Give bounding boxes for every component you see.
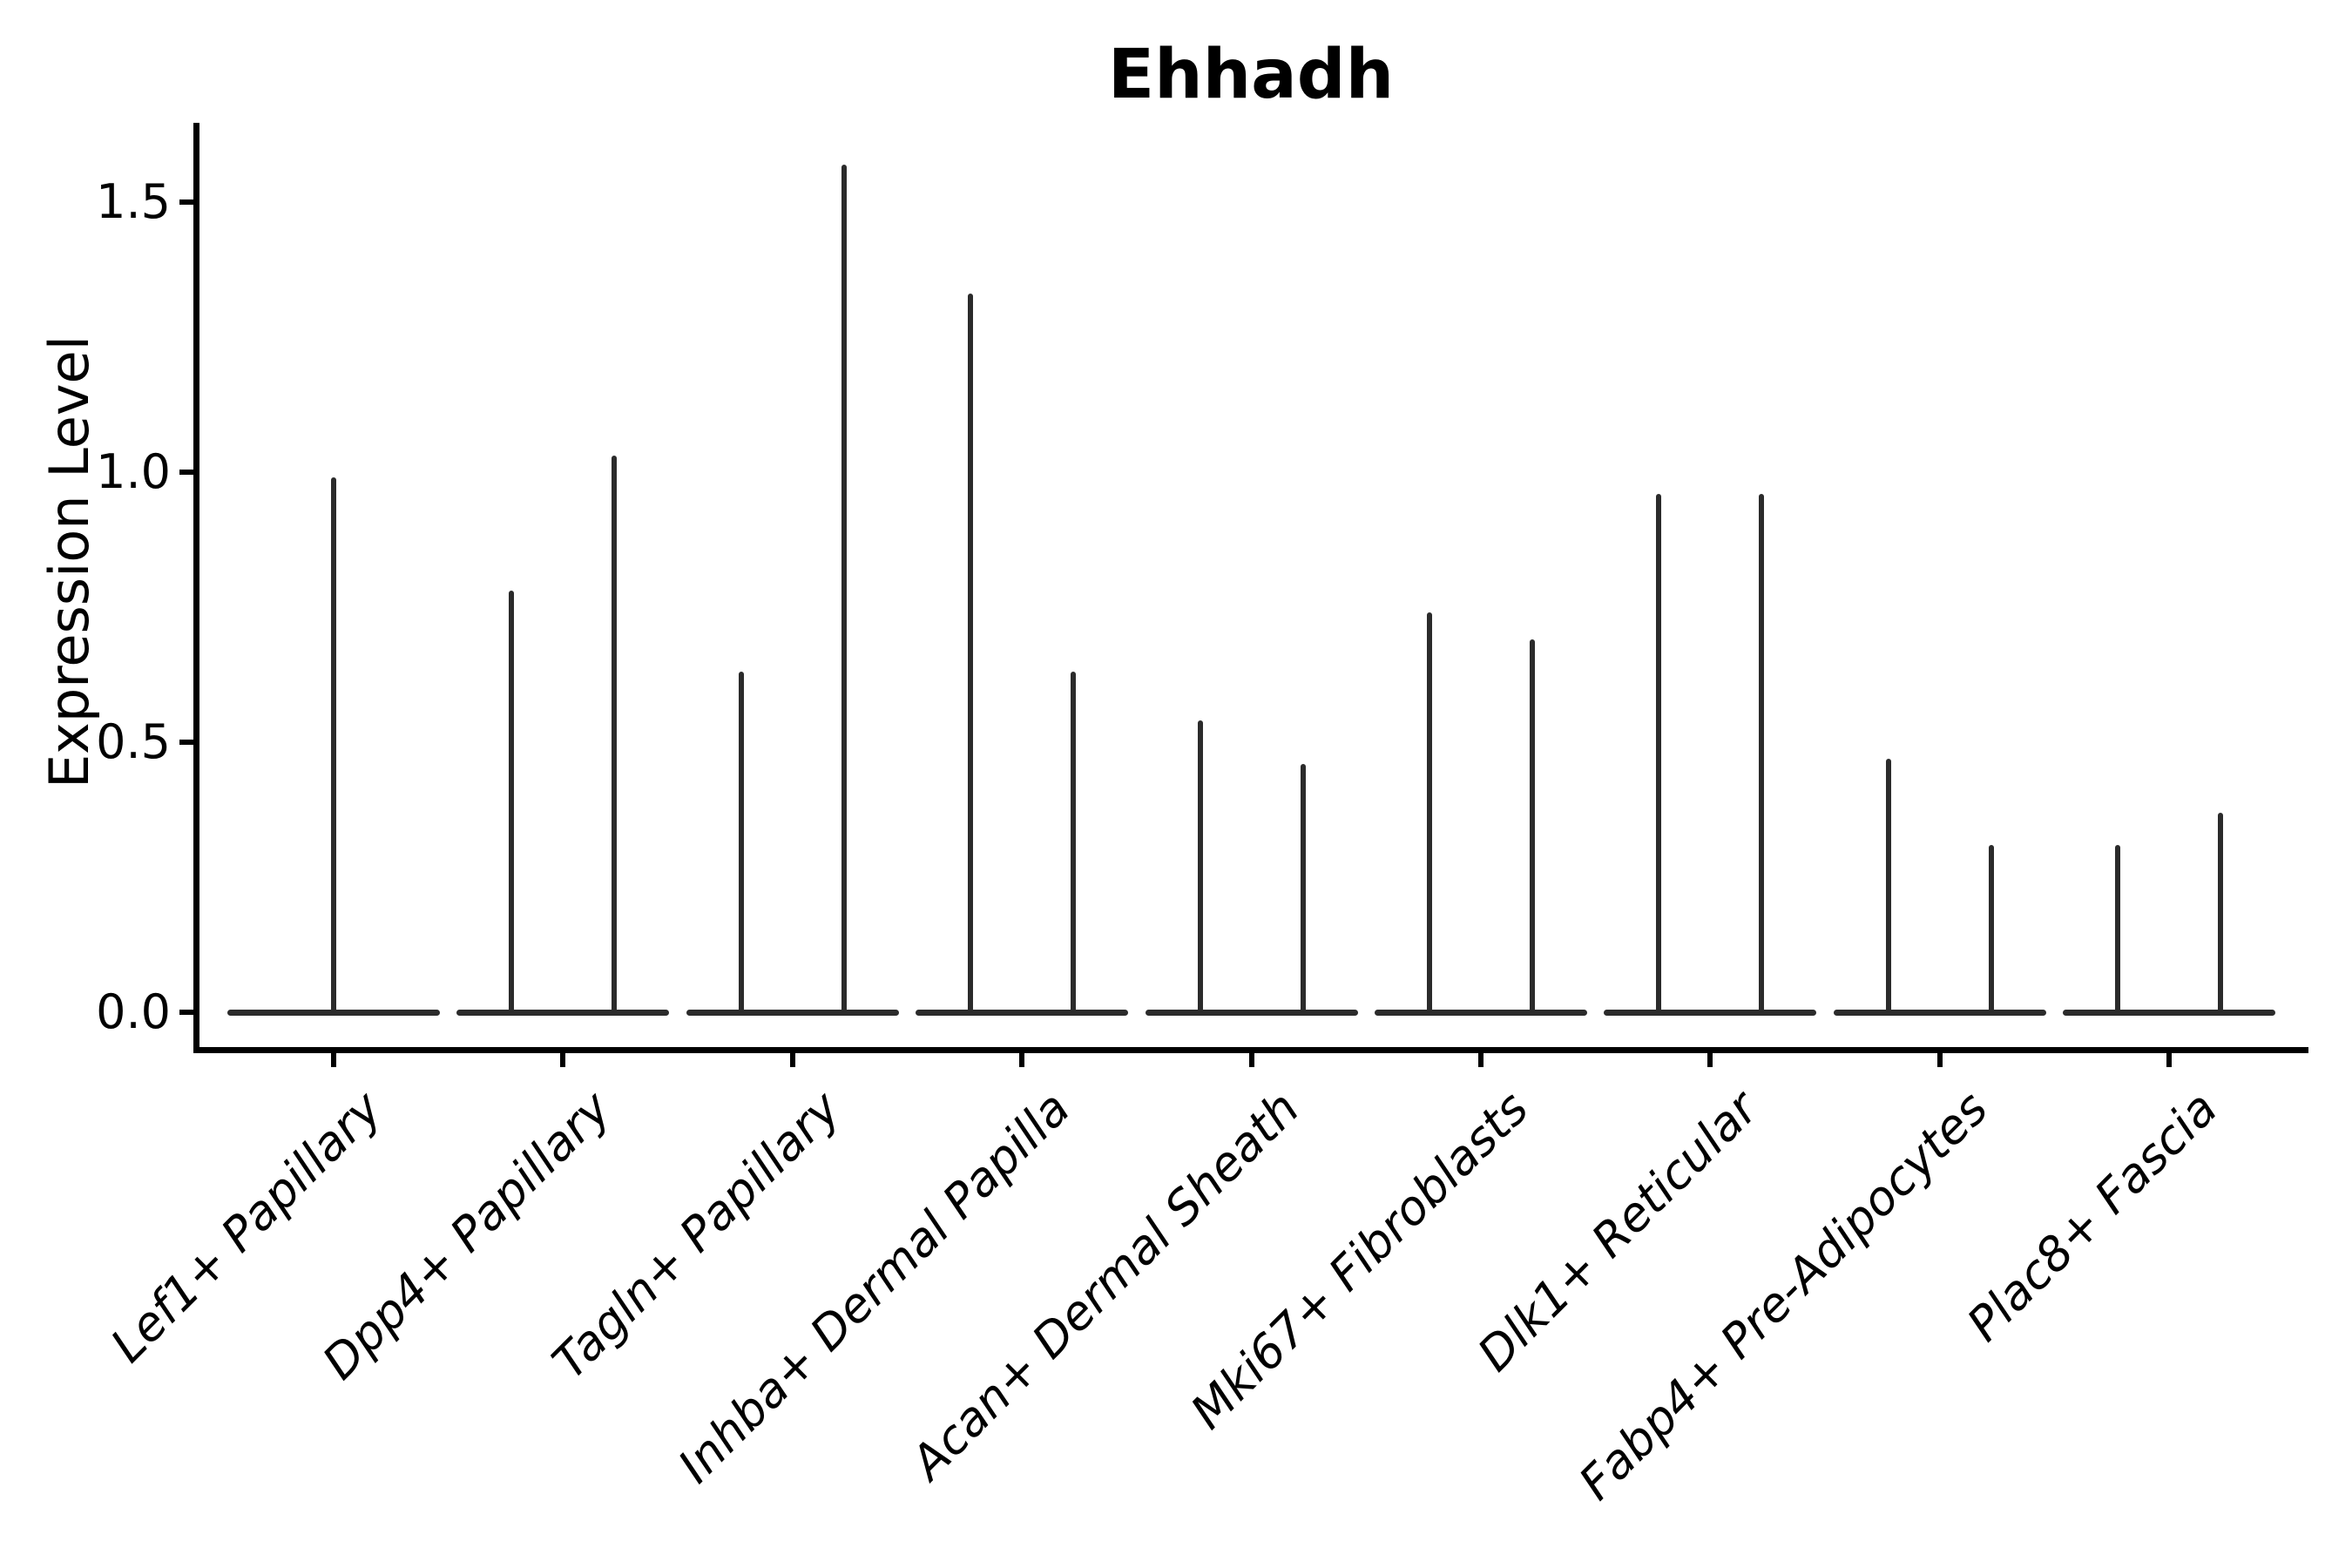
violin-base: [686, 1009, 899, 1016]
violin-spike: [1529, 639, 1535, 1015]
violin-spike: [612, 456, 618, 1015]
violin-spike: [1988, 844, 1994, 1015]
y-tick-label: 0.5: [96, 714, 171, 769]
violin-spike: [2218, 812, 2223, 1015]
violin-base: [1145, 1009, 1358, 1016]
y-tick: [179, 199, 193, 205]
x-tick: [1248, 1053, 1254, 1067]
y-tick-label: 1.5: [96, 174, 171, 229]
x-tick: [1936, 1053, 1943, 1067]
violin-spike: [1071, 672, 1077, 1015]
x-tick: [1477, 1053, 1484, 1067]
violin-base: [1374, 1009, 1587, 1016]
chart-title: Ehhadh: [1107, 36, 1395, 114]
violin-spike: [1759, 493, 1765, 1015]
x-tick-label: Inhba+ Dermal Papilla: [667, 1080, 1081, 1494]
x-tick-label: Plac8+ Fascia: [1956, 1080, 2228, 1352]
x-axis-spine: [193, 1047, 2308, 1053]
violin-spike: [2115, 844, 2120, 1015]
violin-spike: [1885, 758, 1891, 1015]
x-tick: [789, 1053, 795, 1067]
violin-spike: [1197, 720, 1203, 1015]
violin-base: [916, 1009, 1129, 1016]
violin-base: [2063, 1009, 2275, 1016]
y-tick: [179, 740, 193, 745]
violin-spike: [1426, 612, 1432, 1015]
violin-spike: [331, 477, 336, 1015]
violin-spike: [1300, 763, 1306, 1015]
x-tick-label: Fabp4+ Pre-Adipocytes: [1568, 1080, 1998, 1511]
violin-spike: [738, 672, 744, 1015]
y-tick: [179, 1010, 193, 1015]
violin-spike: [1656, 493, 1662, 1015]
x-tick: [331, 1053, 336, 1067]
y-tick: [179, 470, 193, 475]
violin-base: [1604, 1009, 1817, 1016]
x-tick: [1707, 1053, 1713, 1067]
x-tick-label: Acan+ Dermal Sheath: [900, 1080, 1310, 1490]
violin-base: [1833, 1009, 2046, 1016]
x-tick: [1019, 1053, 1025, 1067]
x-tick: [560, 1053, 566, 1067]
violin-spike: [509, 591, 515, 1015]
y-tick-label: 0.0: [96, 984, 171, 1039]
violin-base: [456, 1009, 670, 1016]
violin-spike: [968, 294, 974, 1015]
x-tick: [2166, 1053, 2172, 1067]
y-axis-spine: [193, 123, 199, 1053]
violin-spike: [841, 164, 847, 1015]
y-tick-label: 1.0: [96, 444, 171, 499]
